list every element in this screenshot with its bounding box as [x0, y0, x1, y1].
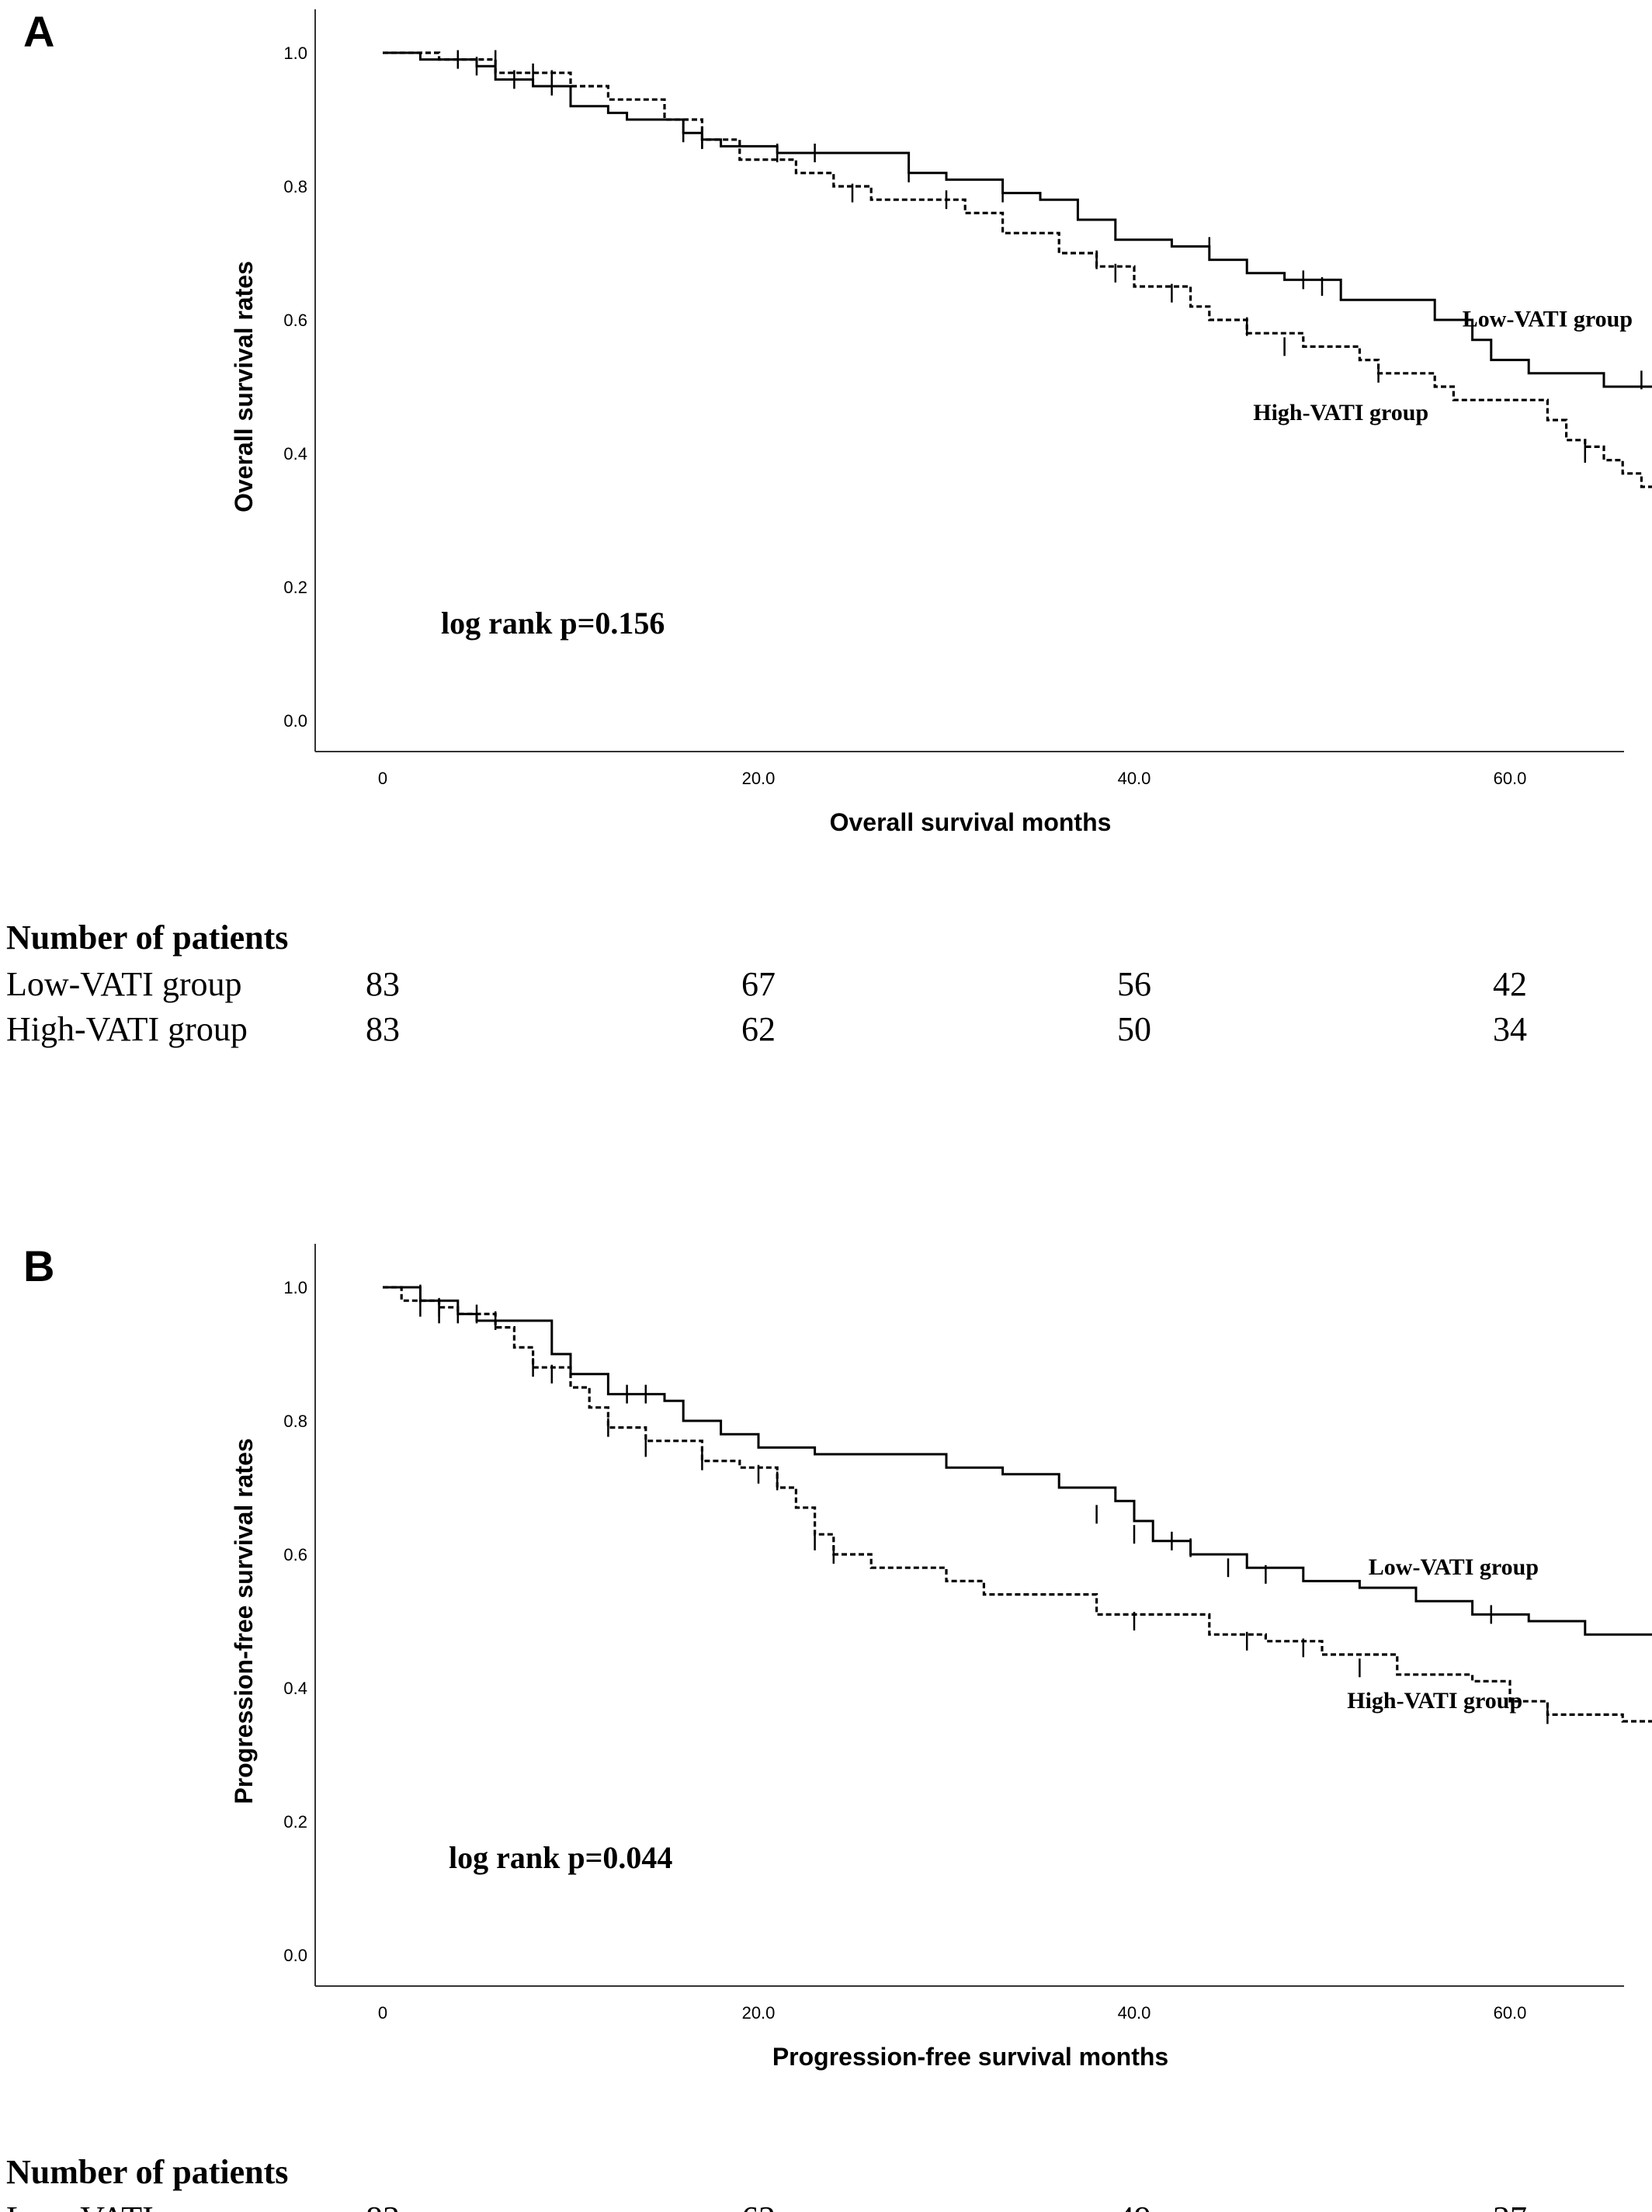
x-tick-label: 40.0	[1118, 769, 1151, 788]
risk-table-title: Number of patients	[6, 918, 288, 957]
risk-count: 42	[1493, 965, 1527, 1003]
y-tick-label: 0.8	[283, 177, 307, 196]
risk-row-label: High-VATI group	[6, 1010, 248, 1048]
y-tick-label: 0.8	[283, 1412, 307, 1431]
y-tick-label: 0.2	[283, 578, 307, 597]
y-tick-label: 0.2	[283, 1812, 307, 1832]
risk-row-label: Low-VATI group	[6, 2200, 242, 2212]
panel-a: A0.00.20.40.60.81.0020.040.060.080.0100.…	[6, 7, 1652, 1048]
low-vati-curve-label: Low-VATI group	[1463, 307, 1633, 332]
x-tick-label: 20.0	[742, 2003, 776, 2023]
y-axis-title: Overall survival rates	[230, 261, 258, 512]
risk-count: 50	[1117, 1010, 1151, 1048]
risk-count: 83	[366, 965, 400, 1003]
risk-count: 62	[741, 1010, 776, 1048]
y-tick-label: 0.6	[283, 1545, 307, 1564]
low-vati-curve-label: Low-VATI group	[1369, 1554, 1539, 1580]
risk-count: 83	[366, 1010, 400, 1048]
y-tick-label: 1.0	[283, 1278, 307, 1297]
risk-count: 56	[1117, 965, 1151, 1003]
risk-count: 83	[366, 2200, 400, 2212]
risk-table-title: Number of patients	[6, 2153, 288, 2191]
x-axis-title: Progression-free survival months	[772, 2043, 1168, 2071]
x-tick-label: 0	[378, 2003, 387, 2023]
risk-count: 34	[1493, 1010, 1527, 1048]
log-rank-annotation: log rank p=0.156	[441, 606, 665, 641]
high-vati-survival-curve	[383, 51, 1652, 488]
risk-count: 62	[741, 2200, 776, 2212]
panel-letter: A	[23, 7, 54, 56]
y-tick-label: 0.4	[283, 1679, 307, 1698]
y-tick-label: 1.0	[283, 43, 307, 63]
x-tick-label: 40.0	[1118, 2003, 1151, 2023]
high-vati-survival-curve	[383, 1286, 1652, 1723]
panel-b: B0.00.20.40.60.81.0020.040.060.080.0100.…	[6, 1241, 1652, 2212]
risk-count: 37	[1493, 2200, 1527, 2212]
high-vati-curve-label: High-VATI group	[1253, 400, 1428, 425]
y-tick-label: 0.6	[283, 311, 307, 330]
log-rank-annotation: log rank p=0.044	[449, 1840, 672, 1875]
x-axis-title: Overall survival months	[830, 808, 1112, 836]
x-tick-label: 60.0	[1494, 2003, 1527, 2023]
risk-count: 49	[1117, 2200, 1151, 2212]
y-tick-label: 0.4	[283, 444, 307, 464]
risk-count: 67	[741, 965, 776, 1003]
x-tick-label: 0	[378, 769, 387, 788]
high-vati-curve-label: High-VATI group	[1347, 1688, 1522, 1714]
x-tick-label: 60.0	[1494, 769, 1527, 788]
risk-row-label: Low-VATI group	[6, 965, 242, 1003]
y-axis-title: Progression-free survival rates	[230, 1438, 258, 1804]
y-tick-label: 0.0	[283, 711, 307, 731]
panel-letter: B	[23, 1241, 54, 1290]
x-tick-label: 20.0	[742, 769, 776, 788]
low-vati-survival-curve	[383, 1286, 1652, 1636]
y-tick-label: 0.0	[283, 1946, 307, 1965]
